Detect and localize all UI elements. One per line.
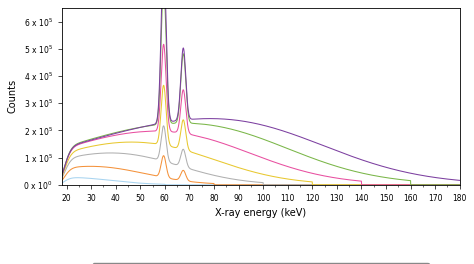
- 80 keV: [131, 170, 137, 173]
- 60 keV: [59, 182, 64, 185]
- 160 keV: [457, 183, 463, 186]
- 180 keV: [457, 179, 463, 182]
- 120 keV: [298, 179, 303, 182]
- 140 keV: [318, 174, 323, 177]
- 100 keV: [131, 153, 137, 156]
- 140 keV: [59, 175, 64, 178]
- 140 keV: [386, 183, 392, 186]
- 120 keV: [386, 183, 392, 186]
- 100 keV: [356, 183, 362, 186]
- 80 keV: [298, 183, 303, 186]
- 100 keV: [457, 183, 463, 186]
- Line: 180 keV: 180 keV: [62, 0, 460, 180]
- 120 keV: [211, 158, 217, 161]
- 120 keV: [318, 183, 324, 186]
- 140 keV: [211, 139, 217, 142]
- 180 keV: [298, 135, 303, 139]
- Line: 100 keV: 100 keV: [62, 126, 460, 185]
- 80 keV: [318, 183, 324, 186]
- 60 keV: [131, 181, 137, 184]
- 60 keV: [386, 183, 392, 186]
- 80 keV: [211, 183, 217, 186]
- 120 keV: [310, 183, 315, 186]
- 100 keV: [386, 183, 392, 186]
- Line: 60 keV: 60 keV: [62, 178, 460, 185]
- 140 keV: [356, 179, 362, 182]
- 140 keV: [161, 43, 166, 46]
- 80 keV: [386, 183, 392, 186]
- 140 keV: [298, 169, 303, 172]
- 140 keV: [457, 183, 463, 186]
- 100 keV: [318, 183, 324, 186]
- 160 keV: [298, 152, 303, 155]
- 160 keV: [131, 127, 137, 130]
- 180 keV: [386, 167, 392, 170]
- 80 keV: [356, 183, 362, 186]
- 140 keV: [359, 183, 365, 186]
- 60 keV: [162, 183, 168, 186]
- 140 keV: [131, 131, 137, 134]
- 120 keV: [161, 84, 166, 87]
- 100 keV: [59, 177, 64, 181]
- 160 keV: [318, 159, 323, 163]
- Line: 80 keV: 80 keV: [62, 156, 460, 185]
- 100 keV: [260, 183, 266, 186]
- Y-axis label: Counts: Counts: [8, 79, 18, 114]
- 160 keV: [356, 171, 362, 174]
- 60 keV: [211, 183, 217, 186]
- 100 keV: [211, 174, 217, 177]
- 60 keV: [356, 183, 362, 186]
- 60 keV: [74, 176, 80, 179]
- 160 keV: [408, 183, 413, 186]
- Legend: 60 keV, 80 keV, 100 keV, 120 keV, 140 keV, 160 keV, 180 keV: 60 keV, 80 keV, 100 keV, 120 keV, 140 ke…: [92, 263, 429, 264]
- 180 keV: [59, 175, 64, 178]
- 120 keV: [356, 183, 362, 186]
- 160 keV: [386, 176, 392, 180]
- 80 keV: [59, 180, 64, 183]
- 180 keV: [356, 157, 362, 161]
- 80 keV: [211, 182, 217, 185]
- 160 keV: [59, 175, 64, 178]
- 180 keV: [211, 117, 217, 120]
- 180 keV: [318, 143, 323, 146]
- Line: 160 keV: 160 keV: [62, 0, 460, 185]
- X-axis label: X-ray energy (keV): X-ray energy (keV): [215, 208, 306, 218]
- 60 keV: [318, 183, 324, 186]
- 160 keV: [211, 124, 217, 127]
- 80 keV: [457, 183, 463, 186]
- 120 keV: [457, 183, 463, 186]
- 120 keV: [131, 140, 137, 144]
- 60 keV: [457, 183, 463, 186]
- Line: 140 keV: 140 keV: [62, 44, 460, 185]
- 60 keV: [298, 183, 303, 186]
- 100 keV: [298, 183, 303, 186]
- 180 keV: [131, 127, 137, 130]
- 100 keV: [161, 124, 166, 128]
- Line: 120 keV: 120 keV: [62, 85, 460, 185]
- 120 keV: [59, 176, 64, 179]
- 80 keV: [161, 154, 166, 157]
